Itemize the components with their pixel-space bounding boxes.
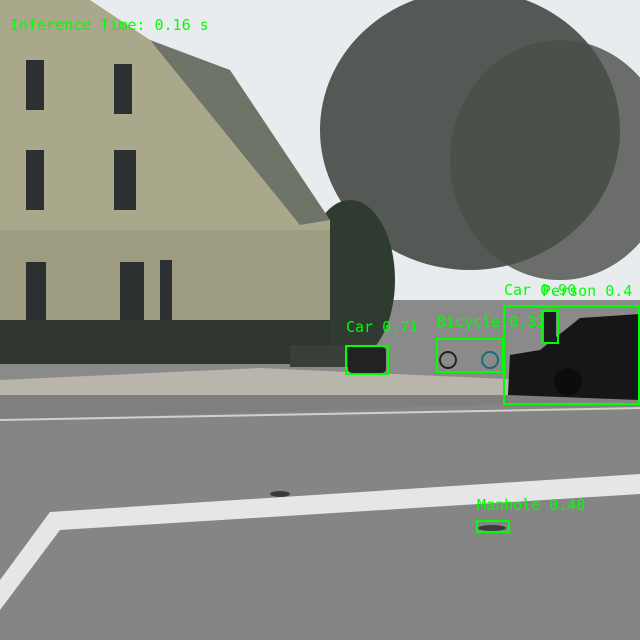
- detection-label-car: Car 0.71: [346, 318, 419, 336]
- detection-label-bicycle: Bicycle 0.32: [437, 313, 546, 331]
- detection-box-person: [541, 310, 559, 344]
- detection-box-manhole: [476, 520, 510, 533]
- detection-label-person: Person 0.4: [542, 282, 633, 300]
- detection-box-car: [503, 305, 640, 405]
- inference-time-label: Inference Time: 0.16 s: [10, 16, 209, 34]
- detection-box-bicycle: [436, 338, 504, 373]
- detection-label-car: Car 0.90: [504, 281, 577, 299]
- detection-box-car: [345, 345, 389, 375]
- detection-label-manhole: Manhole 0.48: [477, 496, 586, 514]
